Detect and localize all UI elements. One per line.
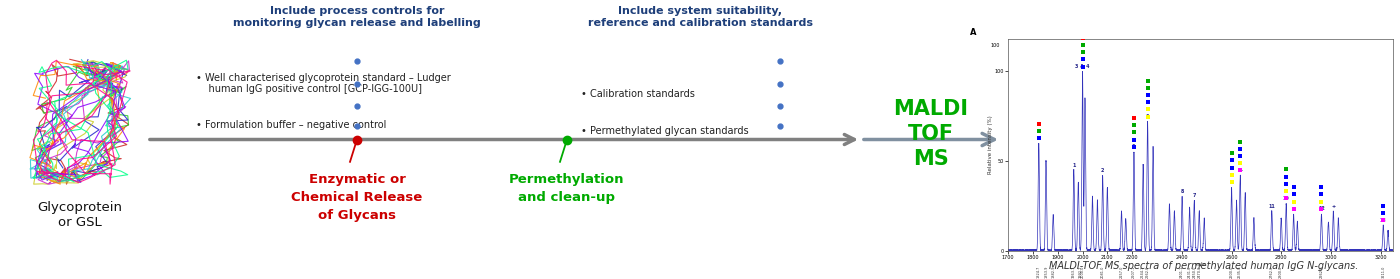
Text: 2262.0: 2262.0 — [1145, 266, 1149, 278]
Text: 3 & 4: 3 & 4 — [1075, 64, 1089, 69]
Text: 1992.7: 1992.7 — [1079, 266, 1082, 278]
Text: 2431.0: 2431.0 — [1187, 266, 1191, 278]
Text: MALDI
TOF
MS: MALDI TOF MS — [893, 99, 969, 169]
Text: MALDI-TOF MS spectra of permethylated human IgG N-glycans.: MALDI-TOF MS spectra of permethylated hu… — [1050, 261, 1358, 271]
Text: 3211.0: 3211.0 — [1382, 266, 1386, 278]
Text: 2: 2 — [1100, 168, 1105, 173]
Text: 2600.0: 2600.0 — [1229, 266, 1233, 278]
Text: 1882.9: 1882.9 — [1051, 266, 1056, 278]
Text: 2470.0: 2470.0 — [1197, 266, 1201, 278]
Text: 6: 6 — [1133, 145, 1135, 150]
Text: 8: 8 — [1180, 189, 1184, 194]
Y-axis label: Relative intensity (%): Relative intensity (%) — [988, 116, 993, 174]
Text: 10: 10 — [1282, 196, 1289, 201]
Text: 1963.7: 1963.7 — [1071, 266, 1075, 278]
Text: 2962.0: 2962.0 — [1319, 266, 1323, 278]
Text: 2800.0: 2800.0 — [1280, 266, 1284, 278]
Text: 2000.0: 2000.0 — [1081, 266, 1085, 278]
Text: Enzymatic or
Chemical Release
of Glycans: Enzymatic or Chemical Release of Glycans — [291, 173, 423, 222]
Text: 9: 9 — [1229, 180, 1233, 185]
Text: 1853.9: 1853.9 — [1044, 266, 1049, 278]
Text: • Permethylated glycan standards: • Permethylated glycan standards — [581, 126, 749, 136]
Text: 2081.0: 2081.0 — [1100, 266, 1105, 278]
Text: 2635.0: 2635.0 — [1238, 266, 1242, 278]
Text: • Calibration standards: • Calibration standards — [581, 89, 694, 99]
Text: Permethylation
and clean-up: Permethylation and clean-up — [510, 173, 624, 204]
Text: 2450.0: 2450.0 — [1193, 266, 1196, 278]
Text: 1824.7: 1824.7 — [1037, 266, 1042, 278]
Text: 2401.1: 2401.1 — [1180, 266, 1184, 278]
Text: Include system suitability,
reference and calibration standards: Include system suitability, reference an… — [588, 6, 812, 28]
Text: Include process controls for
monitoring glycan release and labelling: Include process controls for monitoring … — [234, 6, 480, 28]
Text: 2157.0: 2157.0 — [1120, 266, 1124, 278]
Text: • Formulation buffer – negative control: • Formulation buffer – negative control — [196, 120, 386, 130]
Text: Glycoprotein
or GSL: Glycoprotein or GSL — [38, 201, 122, 229]
Text: A: A — [969, 28, 976, 37]
Text: 2762.0: 2762.0 — [1270, 266, 1274, 278]
Text: 12: 12 — [1317, 206, 1324, 211]
Text: +: + — [1331, 204, 1336, 209]
X-axis label: m/z: m/z — [1194, 262, 1207, 267]
Text: 13: 13 — [1380, 218, 1386, 223]
Text: 7: 7 — [1193, 193, 1196, 198]
Text: +: + — [1238, 168, 1242, 173]
Text: 11: 11 — [1268, 204, 1275, 209]
Text: 6: 6 — [1147, 114, 1149, 119]
Text: 2207.1: 2207.1 — [1133, 266, 1135, 278]
Text: 2244.1: 2244.1 — [1141, 266, 1145, 278]
Text: 1: 1 — [1072, 163, 1075, 168]
Text: 100: 100 — [991, 43, 1000, 48]
Text: • Well characterised glycoprotein standard – Ludger
    human IgG positive contr: • Well characterised glycoprotein standa… — [196, 73, 451, 94]
